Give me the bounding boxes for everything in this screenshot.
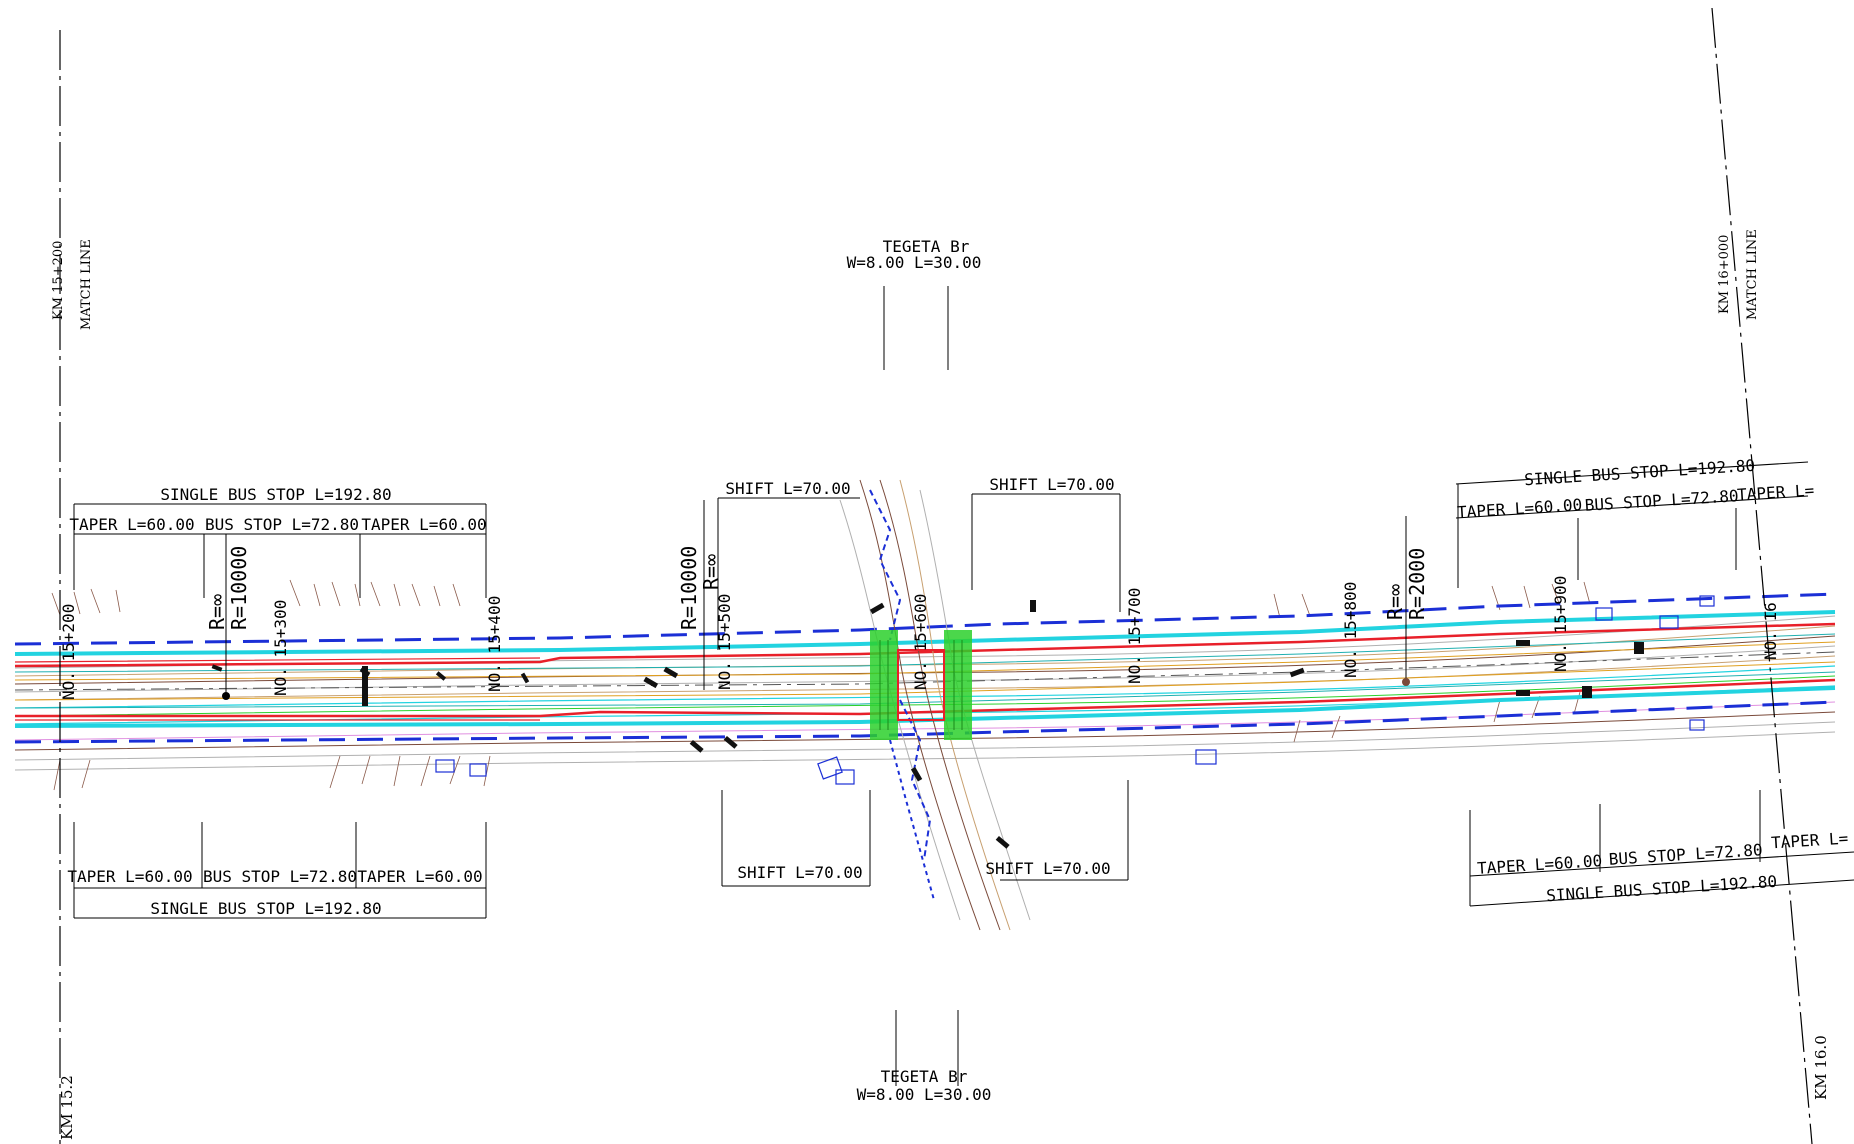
station-15-900: NO. 15+900 [1551,576,1570,672]
match-line-left: KM 15+200 MATCH LINE KM 15.2 [51,30,94,1144]
bus-stop-right-bottom-total: SINGLE BUS STOP L=192.80 [1546,872,1778,905]
bus-stop-right-bottom: TAPER L=60.00 BUS STOP L=72.80 TAPER L= … [1470,790,1854,906]
bus-stop-right-top-taper-out: TAPER L= [1737,481,1815,505]
shift-bottom-left: SHIFT L=70.00 [722,790,870,886]
shift-top-left: SHIFT L=70.00 [718,479,860,650]
bus-stop-right-bottom-taper-in: TAPER L=60.00 [1477,851,1603,878]
match-line-right: KM 16+000 MATCH LINE KM 16.0 [1712,8,1830,1144]
station-15-400: NO. 15+400 [485,596,504,692]
match-line-left-km: KM 15+200 [51,241,66,320]
bus-stop-left-bottom-taper-out: TAPER L=60.00 [357,867,482,886]
shift-top-right: SHIFT L=70.00 [972,475,1120,612]
station-15-300: NO. 15+300 [271,600,290,696]
bus-stop-left-bottom-stop: BUS STOP L=72.80 [203,867,357,886]
bridge-bottom-name: TEGETA Br [881,1067,968,1086]
bus-stop-right-top-total: SINGLE BUS STOP L=192.80 [1524,456,1756,489]
bridge-bottom-dims: W=8.00 L=30.00 [857,1085,992,1104]
station-16: NO. 16 [1761,602,1780,660]
curve-1-r: R=10000 [227,546,251,630]
shift-bottom-left-label: SHIFT L=70.00 [737,863,862,882]
curve-3-r-inf: R=∞ [1383,584,1407,620]
match-line-right-label: MATCH LINE [1745,229,1760,320]
bus-stop-left-bottom-taper-in: TAPER L=60.00 [67,867,192,886]
bus-stop-left-top-total: SINGLE BUS STOP L=192.80 [160,485,391,504]
station-15-600: NO. 15+600 [911,594,930,690]
bus-stop-left-top-stop: BUS STOP L=72.80 [205,515,359,534]
shift-bottom-right-label: SHIFT L=70.00 [985,859,1110,878]
curve-2-r: R=10000 [677,546,701,630]
match-line-left-bottom-km: KM 15.2 [58,1075,76,1140]
curve-1-r-inf: R=∞ [205,594,229,630]
shift-top-right-label: SHIFT L=70.00 [989,475,1114,494]
match-line-right-km: KM 16+000 [1717,235,1732,314]
bus-stop-right-bottom-stop: BUS STOP L=72.80 [1608,840,1763,869]
curve-3-r: R=2000 [1405,548,1429,620]
station-15-500: NO. 15+500 [715,594,734,690]
station-15-800: NO. 15+800 [1341,582,1360,678]
bus-stop-right-bottom-taper-out: TAPER L= [1771,829,1849,853]
bus-stop-left-bottom-total: SINGLE BUS STOP L=192.80 [150,899,381,918]
shift-bottom-right: SHIFT L=70.00 [985,780,1128,880]
bridge-top-dims: W=8.00 L=30.00 [847,253,982,272]
bus-stop-left-top: SINGLE BUS STOP L=192.80 TAPER L=60.00 B… [69,485,486,598]
bus-stop-left-top-taper-in: TAPER L=60.00 [69,515,194,534]
bus-stop-right-top-stop: BUS STOP L=72.80 [1584,486,1739,515]
bus-stop-right-top-taper-in: TAPER L=60.00 [1457,495,1583,522]
station-15-200: NO. 15+200 [59,604,78,700]
match-line-right-bottom-km: KM 16.0 [1812,1035,1830,1100]
station-15-700: NO. 15+700 [1125,588,1144,684]
curve-2-r-inf: R=∞ [699,554,723,590]
bridge-label-top: TEGETA Br W=8.00 L=30.00 [847,237,982,370]
bridge-label-bottom: TEGETA Br W=8.00 L=30.00 [857,1010,992,1104]
bus-stop-left-bottom: TAPER L=60.00 BUS STOP L=72.80 TAPER L=6… [67,822,486,918]
bus-stop-left-top-taper-out: TAPER L=60.00 [361,515,486,534]
match-line-left-label: MATCH LINE [79,239,94,330]
shift-top-left-label: SHIFT L=70.00 [725,479,850,498]
